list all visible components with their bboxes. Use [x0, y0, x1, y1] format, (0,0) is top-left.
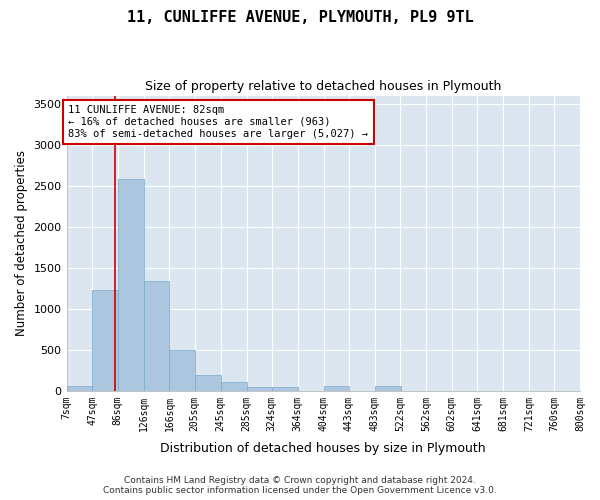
- Text: Contains HM Land Registry data © Crown copyright and database right 2024.
Contai: Contains HM Land Registry data © Crown c…: [103, 476, 497, 495]
- Bar: [67, 386, 92, 391]
- Text: 11, CUNLIFFE AVENUE, PLYMOUTH, PL9 9TL: 11, CUNLIFFE AVENUE, PLYMOUTH, PL9 9TL: [127, 10, 473, 25]
- Bar: [143, 281, 169, 391]
- Bar: [221, 382, 247, 391]
- Bar: [375, 386, 401, 391]
- Bar: [169, 350, 196, 391]
- Bar: [247, 386, 272, 391]
- Bar: [195, 375, 221, 391]
- Title: Size of property relative to detached houses in Plymouth: Size of property relative to detached ho…: [145, 80, 502, 93]
- Bar: [272, 387, 298, 391]
- X-axis label: Distribution of detached houses by size in Plymouth: Distribution of detached houses by size …: [160, 442, 486, 455]
- Text: 11 CUNLIFFE AVENUE: 82sqm
← 16% of detached houses are smaller (963)
83% of semi: 11 CUNLIFFE AVENUE: 82sqm ← 16% of detac…: [68, 106, 368, 138]
- Y-axis label: Number of detached properties: Number of detached properties: [15, 150, 28, 336]
- Bar: [323, 386, 349, 391]
- Bar: [118, 179, 143, 391]
- Bar: [92, 290, 118, 391]
